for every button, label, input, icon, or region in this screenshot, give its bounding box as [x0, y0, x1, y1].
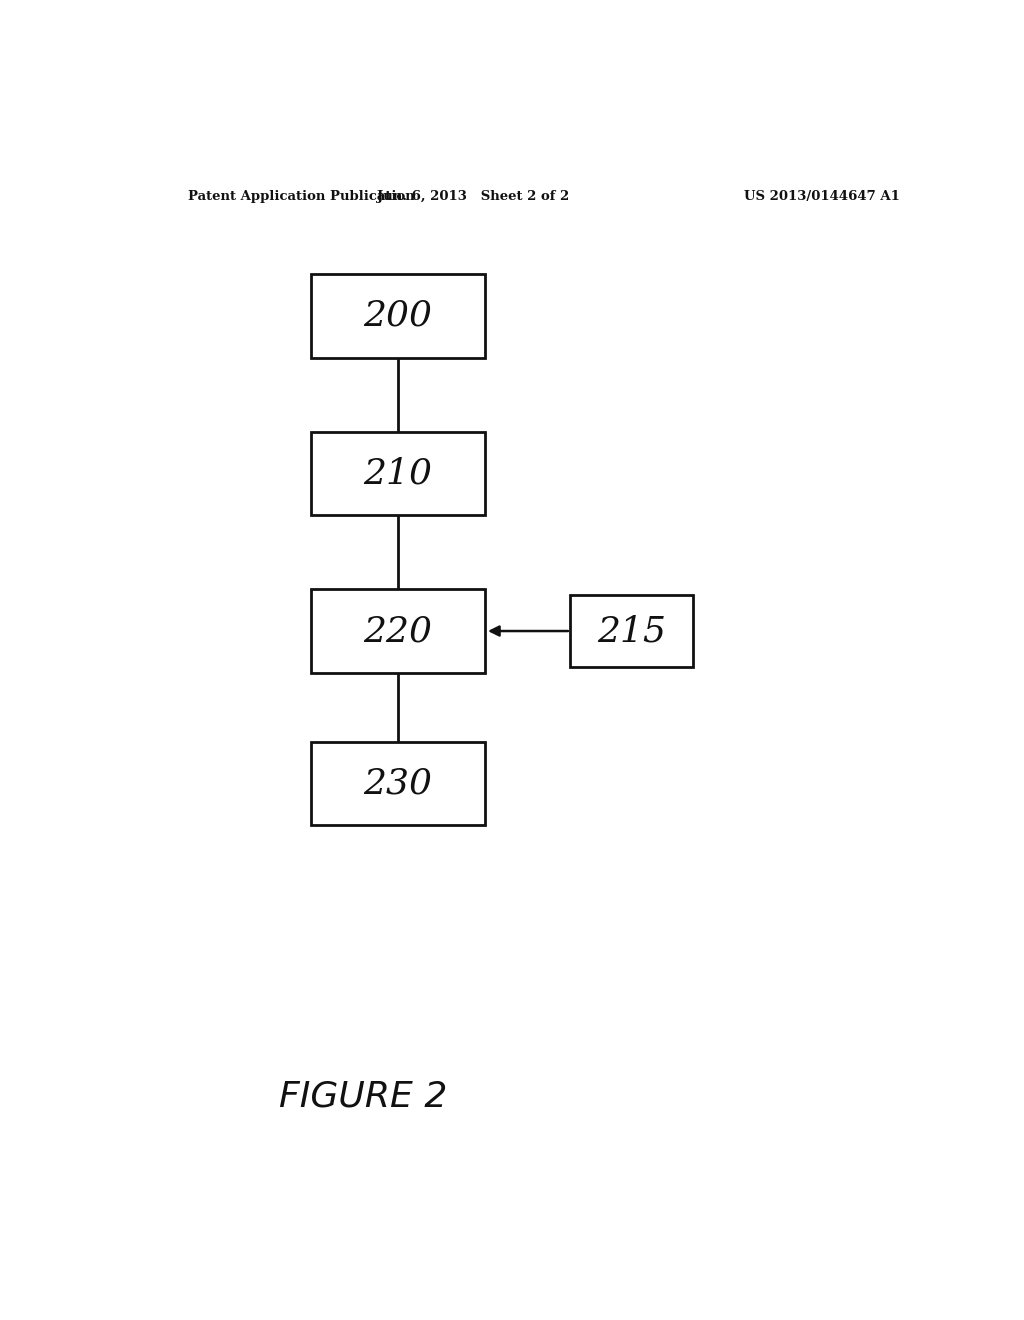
- Text: FIGURE 2: FIGURE 2: [279, 1080, 447, 1114]
- Bar: [570, 595, 693, 667]
- Text: 210: 210: [364, 457, 432, 491]
- Bar: [310, 589, 485, 673]
- Text: US 2013/0144647 A1: US 2013/0144647 A1: [744, 190, 900, 202]
- Text: 230: 230: [364, 767, 432, 800]
- Bar: [310, 432, 485, 515]
- Text: 215: 215: [597, 614, 667, 648]
- Bar: [310, 275, 485, 358]
- Bar: [310, 742, 485, 825]
- Text: 220: 220: [364, 614, 432, 648]
- Text: 200: 200: [364, 298, 432, 333]
- Text: Jun. 6, 2013   Sheet 2 of 2: Jun. 6, 2013 Sheet 2 of 2: [377, 190, 569, 202]
- Text: Patent Application Publication: Patent Application Publication: [187, 190, 415, 202]
